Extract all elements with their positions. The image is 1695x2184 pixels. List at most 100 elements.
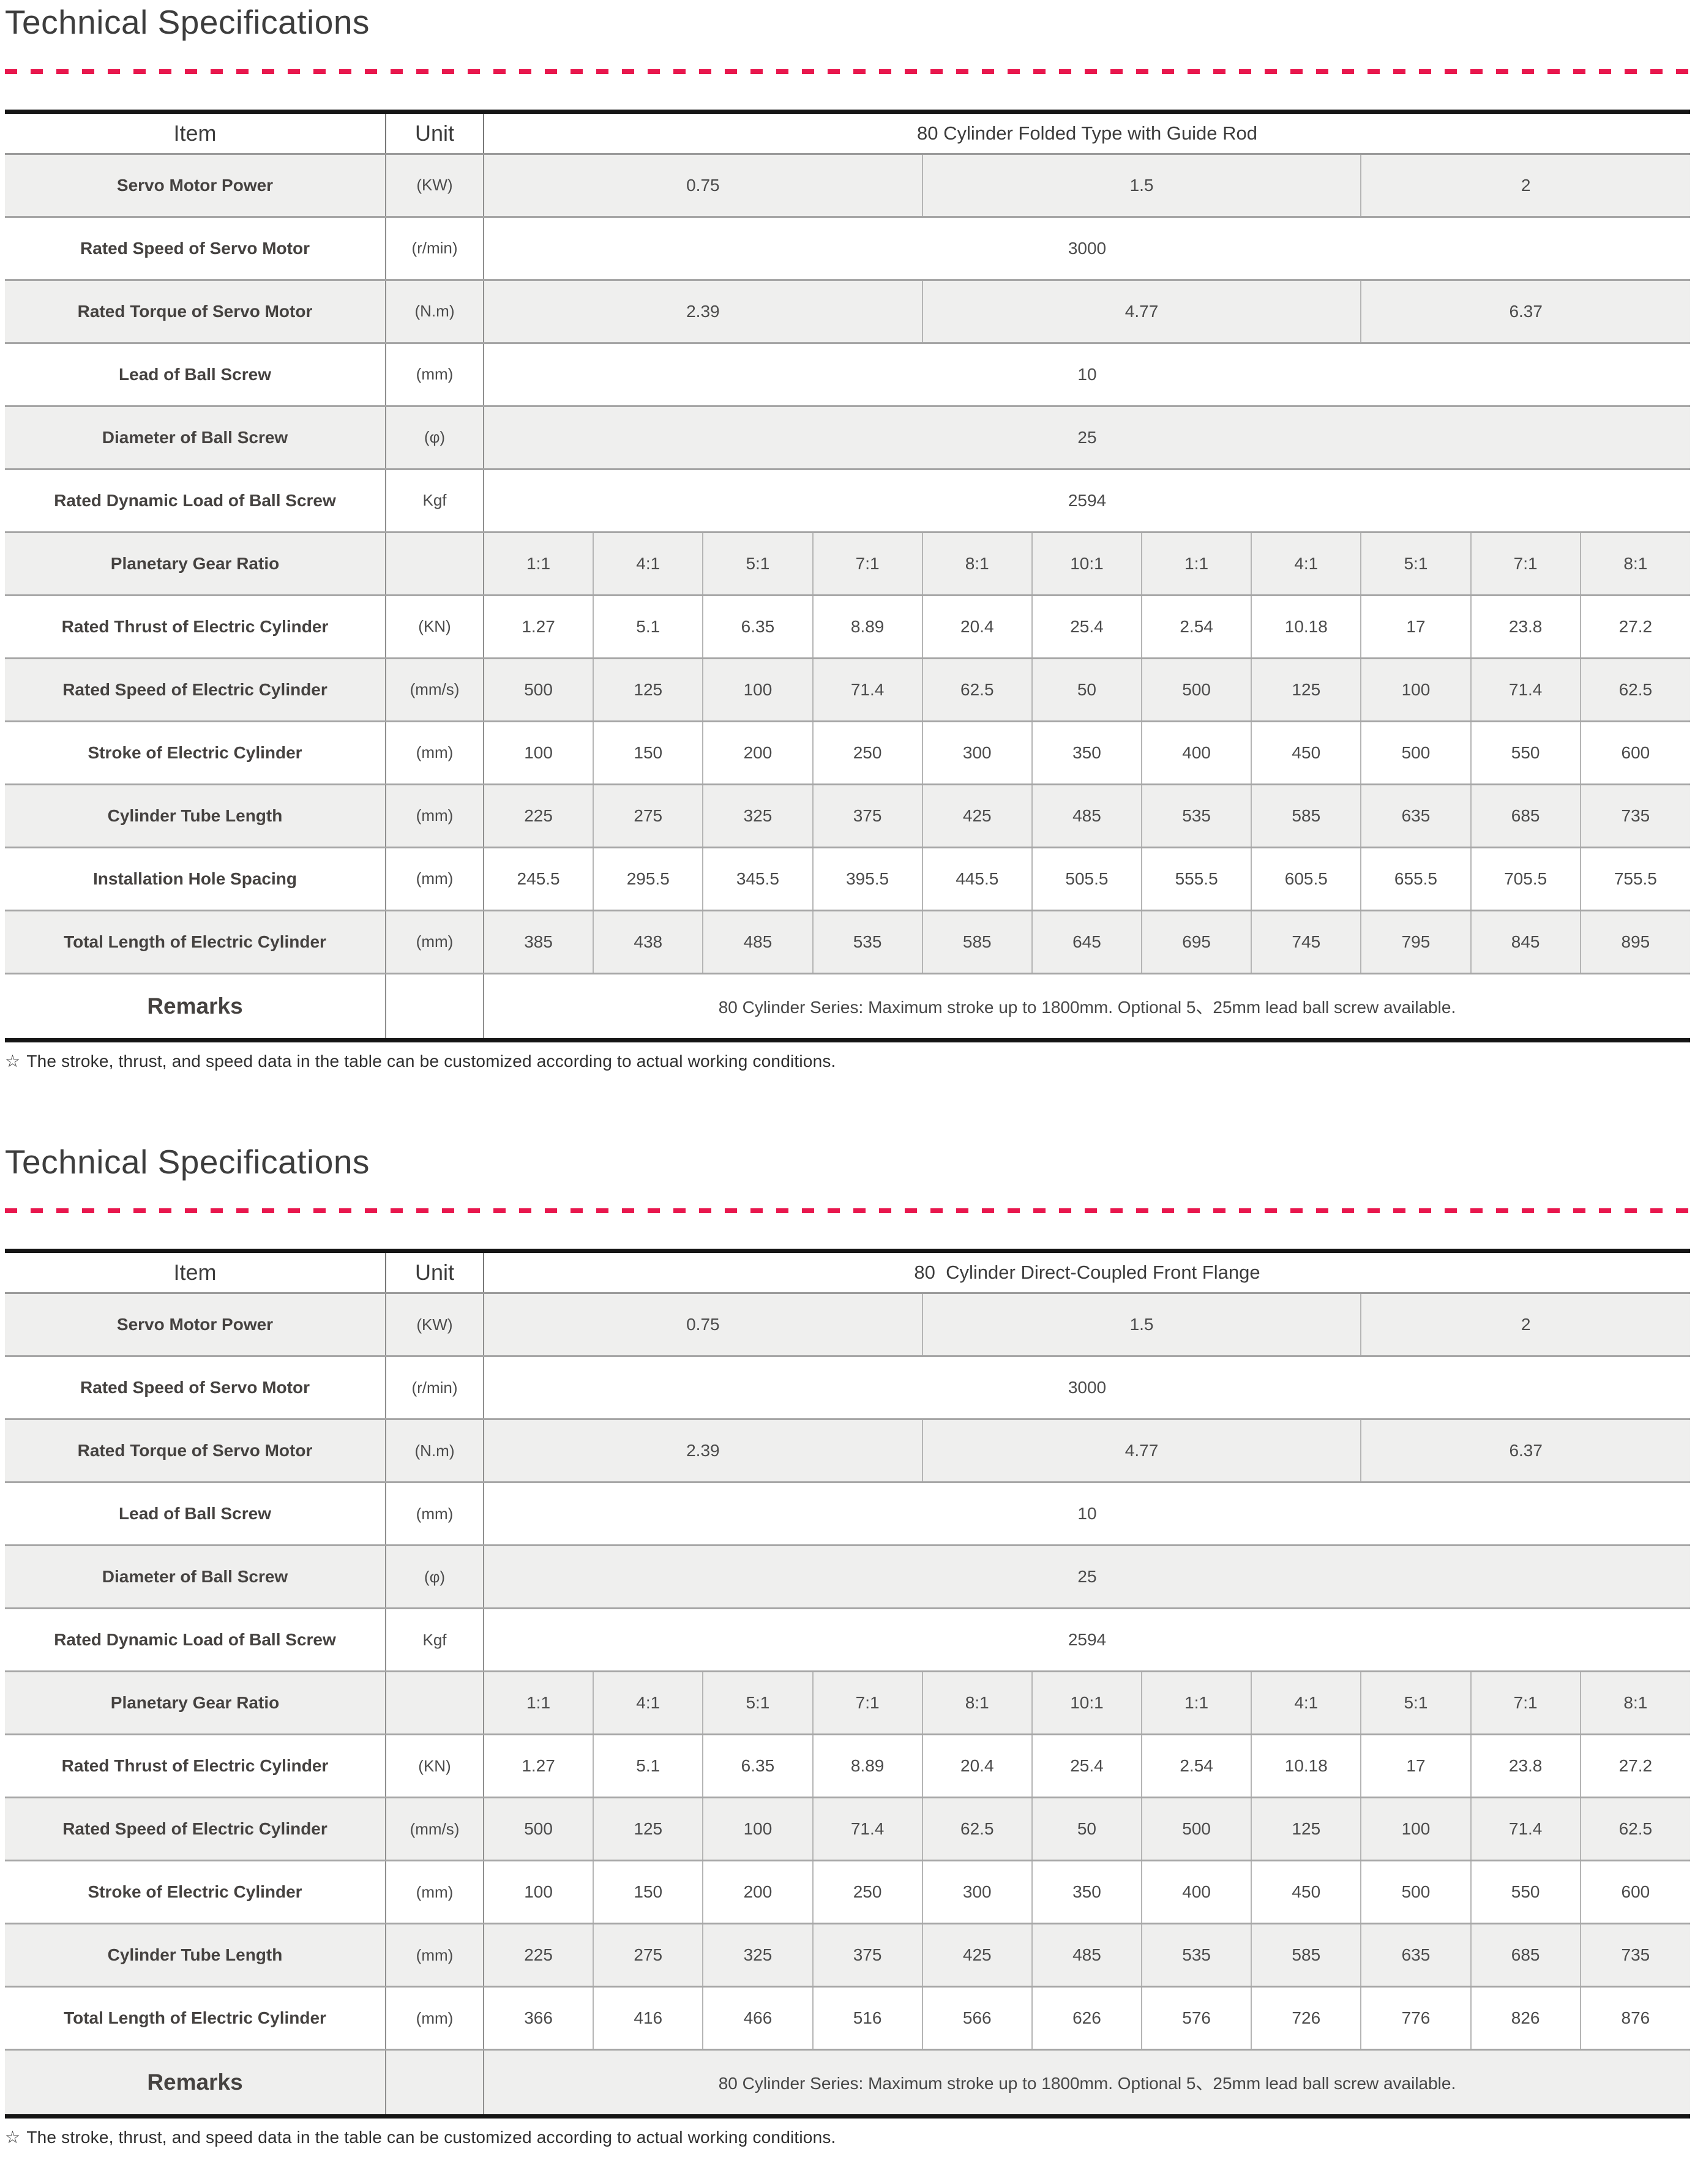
row-label: Total Length of Electric Cylinder	[5, 910, 386, 973]
header-item: Item	[5, 111, 386, 154]
remarks-row: Remarks 80 Cylinder Series: Maximum strok…	[5, 2049, 1690, 2117]
value-cell: 100	[702, 658, 813, 721]
row-label: Rated Speed of Servo Motor	[5, 217, 386, 280]
value-cell: 10.18	[1251, 1734, 1361, 1798]
value-cell: 350	[1031, 1860, 1142, 1924]
value-cell: 1.5	[921, 1293, 1361, 1356]
value-cell: 375	[812, 784, 922, 847]
value-cell: 0.75	[686, 175, 720, 195]
header-row: Item Unit 80 Cylinder Direct-Coupled Front…	[5, 1251, 1690, 1293]
spec-section-direct-coupled: Technical Specifications Item Unit 80 Cyli…	[5, 1143, 1690, 2148]
spec-row: Rated Dynamic Load of Ball Screw Kgf 2594	[5, 469, 1690, 532]
value-cell: 550	[1470, 1860, 1581, 1924]
row-unit: (mm/s)	[386, 658, 484, 721]
row-unit: (mm)	[386, 721, 484, 784]
value-cell: 745	[1251, 910, 1361, 973]
value-cell: 500	[524, 1819, 553, 1838]
spec-row: Planetary Gear Ratio 1:1 4:1 5:1 7:1 8:1 10:1 1…	[5, 532, 1690, 595]
value-cell: 566	[921, 1986, 1032, 2050]
value-cell: 1.5	[921, 154, 1361, 217]
value-cell: 8:1	[921, 532, 1032, 595]
value-cell: 50	[1031, 658, 1142, 721]
value-cell: 550	[1470, 721, 1581, 784]
spec-row: Rated Speed of Electric Cylinder (mm/s) 50…	[5, 1797, 1690, 1861]
value-cell: 345.5	[702, 847, 813, 910]
value-cell: 1.27	[522, 616, 555, 636]
row-label: Rated Torque of Servo Motor	[5, 280, 386, 343]
row-unit: (mm)	[386, 1986, 484, 2050]
value-cell: 200	[702, 721, 813, 784]
value-cell: 445.5	[921, 847, 1032, 910]
value-cell: 685	[1470, 784, 1581, 847]
spec-row: Cylinder Tube Length (mm) 225 275 325 375 425 4…	[5, 1923, 1690, 1987]
value-cell: 150	[593, 721, 703, 784]
value-cell: 500	[1360, 721, 1471, 784]
spec-row: Cylinder Tube Length (mm) 225 275 325 375 425 4…	[5, 784, 1690, 847]
row-unit: (mm/s)	[386, 1797, 484, 1861]
header-group-title: 80 Cylinder Direct-Coupled Front Flange	[484, 1251, 1690, 1293]
value-cell: 2.54	[1141, 1734, 1252, 1798]
row-unit: (r/min)	[386, 217, 484, 280]
value-cell: 375	[812, 1923, 922, 1987]
value-cell: 100	[1360, 1797, 1471, 1861]
value-cell: 2.39	[686, 301, 720, 321]
value-cell: 516	[812, 1986, 922, 2050]
value-cell: 71.4	[812, 1797, 922, 1861]
star-icon: ☆	[5, 2128, 21, 2147]
value-cell: 726	[1251, 1986, 1361, 2050]
row-label: Rated Torque of Servo Motor	[5, 1419, 386, 1483]
value-cell: 8:1	[1579, 1671, 1690, 1735]
value-cell: 585	[921, 910, 1032, 973]
row-unit: (mm)	[386, 1860, 484, 1924]
value-cell: 500	[1141, 658, 1252, 721]
value-cell: 505.5	[1031, 847, 1142, 910]
spec-row: Total Length of Electric Cylinder (mm) 366…	[5, 1986, 1690, 2050]
value-cell: 100	[524, 742, 553, 762]
value-cell: 795	[1360, 910, 1471, 973]
row-unit: (N.m)	[386, 280, 484, 343]
row-label: Planetary Gear Ratio	[5, 532, 386, 595]
value-cell: 5:1	[702, 1671, 813, 1735]
value-cell: 6.37	[1360, 280, 1690, 343]
value-cell: 10.18	[1251, 595, 1361, 658]
value-cell: 535	[812, 910, 922, 973]
header-item: Item	[5, 1251, 386, 1293]
value-cell: 62.5	[1579, 1797, 1690, 1861]
row-unit: (mm)	[386, 1482, 484, 1546]
row-label: Rated Dynamic Load of Ball Screw	[5, 469, 386, 532]
value-cell: 535	[1141, 1923, 1252, 1987]
value-cell: 10	[1077, 1504, 1097, 1523]
value-cell: 7:1	[1470, 532, 1581, 595]
value-cell: 4:1	[1251, 532, 1361, 595]
value-cell: 25.4	[1031, 1734, 1142, 1798]
value-cell: 2	[1360, 154, 1690, 217]
value-cell: 25.4	[1031, 595, 1142, 658]
row-unit: (φ)	[386, 406, 484, 469]
row-label: Rated Speed of Electric Cylinder	[5, 658, 386, 721]
value-cell: 10	[1077, 364, 1097, 384]
remarks-unit	[386, 2049, 484, 2117]
value-cell: 27.2	[1579, 595, 1690, 658]
value-cell: 200	[702, 1860, 813, 1924]
value-cell: 225	[524, 806, 553, 825]
value-cell: 425	[921, 784, 1032, 847]
spec-row: Stroke of Electric Cylinder (mm) 100 150 200…	[5, 721, 1690, 784]
value-cell: 225	[524, 1945, 553, 1964]
value-cell: 27.2	[1579, 1734, 1690, 1798]
value-cell: 395.5	[812, 847, 922, 910]
value-cell: 626	[1031, 1986, 1142, 2050]
row-unit: (mm)	[386, 784, 484, 847]
row-label: Rated Dynamic Load of Ball Screw	[5, 1608, 386, 1672]
value-cell: 500	[1360, 1860, 1471, 1924]
spec-row: Rated Thrust of Electric Cylinder (KN) 1.2…	[5, 1734, 1690, 1798]
value-cell: 585	[1251, 1923, 1361, 1987]
remarks-row: Remarks 80 Cylinder Series: Maximum strok…	[5, 973, 1690, 1040]
value-cell: 605.5	[1251, 847, 1361, 910]
value-cell: 4:1	[593, 1671, 703, 1735]
value-cell: 466	[702, 1986, 813, 2050]
value-cell: 876	[1579, 1986, 1690, 2050]
remarks-text: 80 Cylinder Series: Maximum stroke up to…	[718, 997, 1456, 1017]
section-title: Technical Specifications	[5, 3, 370, 41]
spec-row: Rated Torque of Servo Motor (N.m) 2.39 4.77…	[5, 280, 1690, 343]
spec-row: Rated Speed of Servo Motor (r/min) 3000	[5, 217, 1690, 280]
